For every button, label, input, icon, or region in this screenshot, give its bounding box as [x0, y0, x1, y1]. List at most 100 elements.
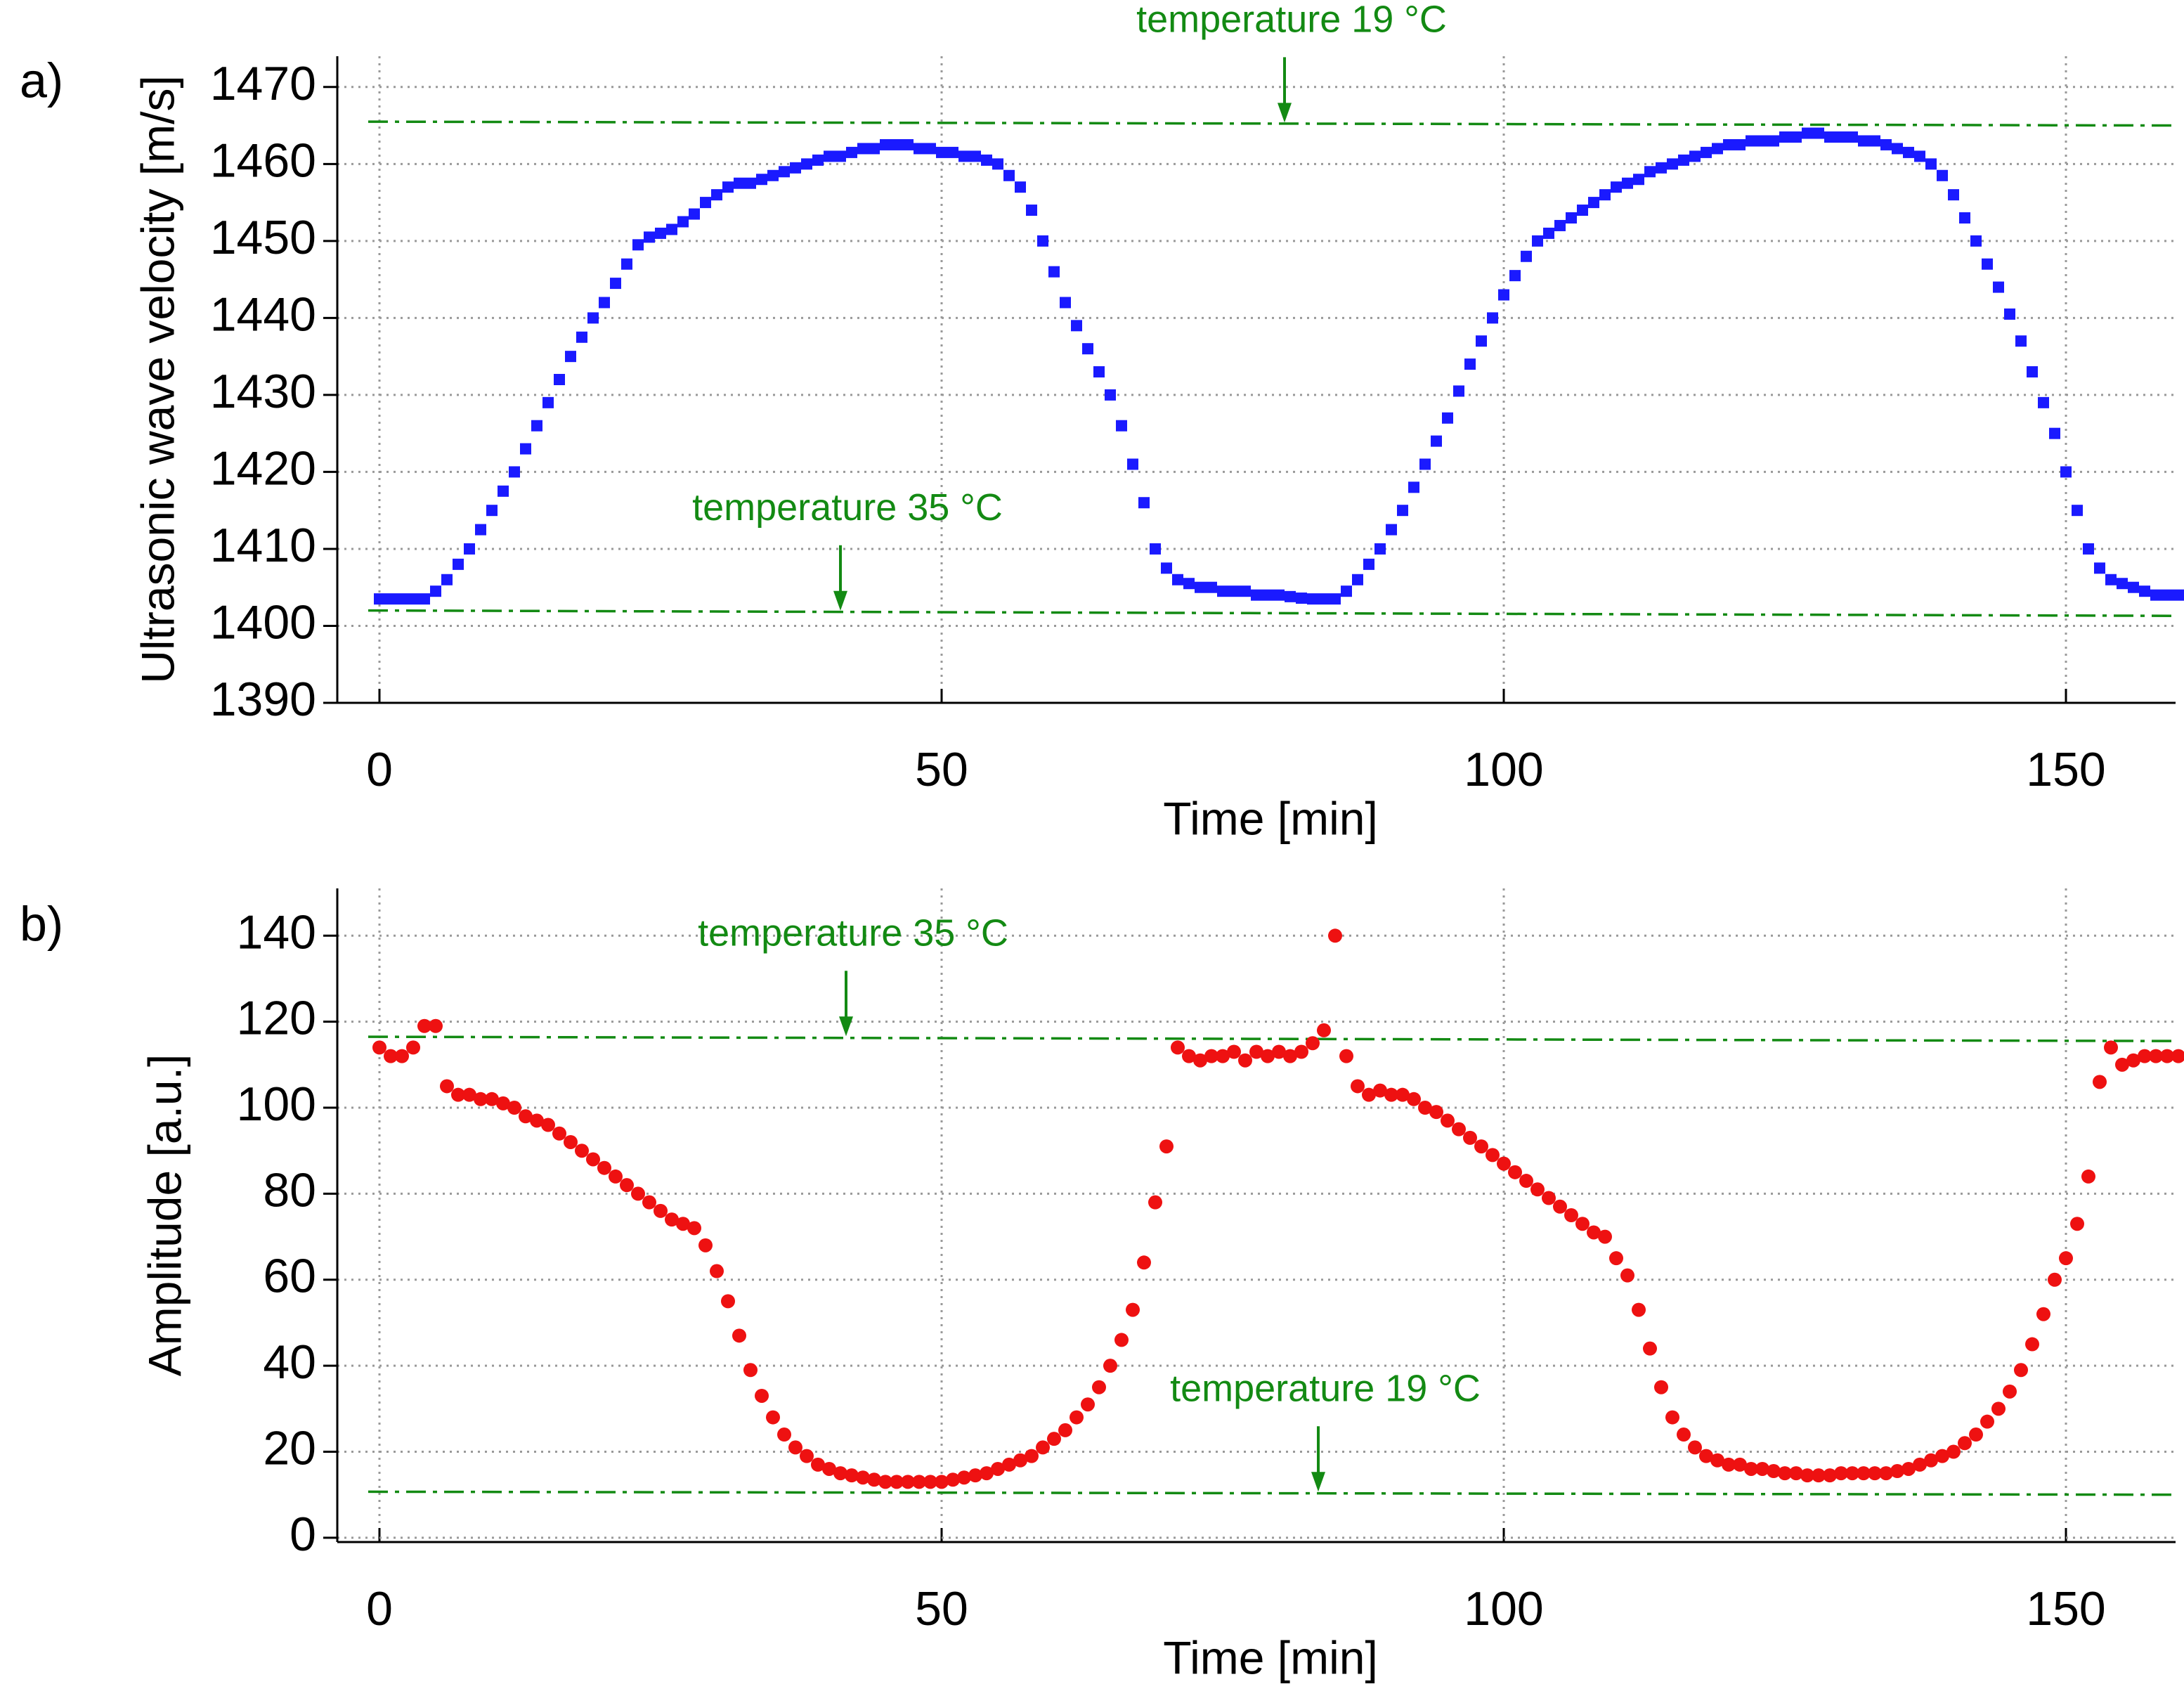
point [788, 1440, 802, 1455]
point [1318, 593, 1330, 605]
point [1937, 169, 1948, 181]
annotation: temperature 35 °C [692, 486, 1003, 529]
point [1980, 1414, 1994, 1429]
point [1824, 131, 1835, 143]
point [1925, 158, 1937, 170]
point [1330, 593, 1341, 605]
point [1710, 1453, 1724, 1468]
point [1946, 1444, 1961, 1459]
x-axis-label: Time [min] [1163, 792, 1378, 844]
point [1419, 458, 1431, 470]
point [1227, 1044, 1241, 1059]
point [1442, 412, 1453, 424]
point [880, 138, 891, 150]
point [745, 177, 756, 189]
point [453, 558, 464, 570]
y-tick-label: 40 [263, 1335, 316, 1389]
reference-line [368, 1490, 2179, 1496]
point [1677, 1427, 1691, 1442]
point [689, 208, 700, 220]
point [565, 351, 576, 363]
point [1767, 1464, 1781, 1479]
point [1306, 1036, 1320, 1051]
point [1532, 235, 1543, 247]
point [1678, 154, 1689, 166]
point [734, 177, 745, 189]
point [1352, 574, 1363, 585]
point [1553, 1199, 1567, 1214]
point [1363, 558, 1374, 570]
point [1813, 127, 1824, 139]
y-tick-label: 1410 [210, 519, 316, 572]
x-axis-label: Time [min] [1163, 1631, 1378, 1683]
arrow-head [833, 590, 847, 611]
point [620, 1178, 634, 1193]
point [587, 312, 599, 324]
point [599, 297, 610, 309]
x-tick-label: 100 [1464, 743, 1543, 796]
point [2138, 1049, 2152, 1063]
point [1407, 1092, 1421, 1106]
point [485, 1092, 499, 1106]
point [1868, 1466, 1882, 1481]
point [1611, 181, 1622, 193]
point [1126, 1302, 1140, 1317]
point [631, 1186, 645, 1201]
point [552, 1126, 566, 1141]
point [698, 1238, 713, 1252]
point [1431, 435, 1442, 447]
point [869, 143, 880, 155]
point [2093, 1075, 2107, 1089]
point [2139, 585, 2150, 597]
point [1026, 205, 1037, 216]
point [2004, 308, 2015, 320]
point [856, 1470, 870, 1485]
point [1240, 585, 1251, 597]
point [2173, 589, 2184, 601]
point [1970, 235, 1982, 247]
point [642, 1195, 656, 1210]
point [666, 224, 677, 235]
point [417, 1018, 431, 1033]
point [1114, 1333, 1129, 1347]
y-tick-label: 20 [263, 1421, 316, 1475]
point [2036, 1307, 2050, 1321]
point [406, 1040, 420, 1055]
point [1598, 1229, 1612, 1244]
point [1013, 1453, 1027, 1468]
point [846, 146, 857, 158]
point [1712, 143, 1723, 155]
panel-label: b) [20, 896, 63, 951]
point [1317, 1023, 1331, 1037]
point [531, 420, 542, 432]
point [1802, 127, 1813, 139]
point [1103, 1359, 1117, 1373]
point [1622, 177, 1633, 189]
y-tick-label: 60 [263, 1250, 316, 1303]
point [1847, 131, 1858, 143]
point [970, 150, 981, 162]
point [1982, 258, 1993, 270]
point [1228, 585, 1240, 597]
y-tick-label: 1460 [210, 134, 316, 187]
point [1755, 1461, 1769, 1476]
point [429, 1018, 443, 1033]
point [1486, 1148, 1500, 1163]
point [980, 1466, 994, 1481]
point [1138, 497, 1150, 509]
point [1441, 1113, 1455, 1128]
point [486, 505, 498, 517]
point [2094, 562, 2105, 574]
point [2149, 1049, 2163, 1063]
point [1453, 385, 1464, 397]
point [890, 1475, 904, 1489]
point [1092, 1380, 1106, 1394]
point [777, 1427, 791, 1442]
point [2014, 1363, 2028, 1378]
point [1890, 1464, 1904, 1479]
point [1643, 1341, 1657, 1356]
y-tick-label: 1440 [210, 287, 316, 341]
y-tick-label: 1450 [210, 211, 316, 264]
point [1857, 1466, 1871, 1481]
